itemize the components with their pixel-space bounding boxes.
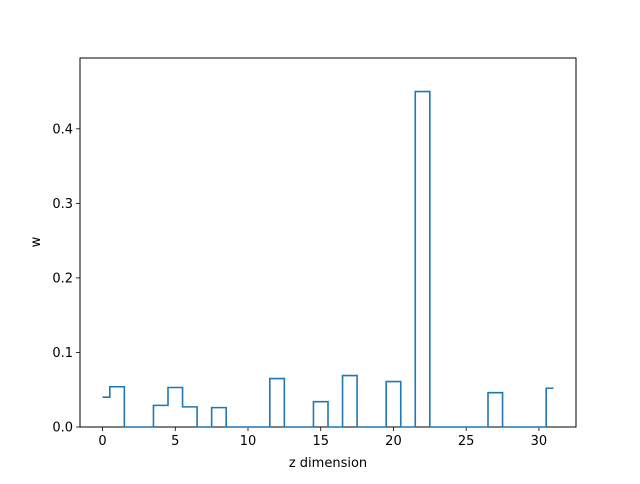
x-tick-label: 5 — [171, 434, 179, 449]
x-tick-label: 25 — [458, 434, 475, 449]
x-tick-label: 30 — [531, 434, 548, 449]
y-tick-label: 0.2 — [52, 271, 73, 286]
x-tick-label: 15 — [312, 434, 329, 449]
axes: 0 5 10 15 20 25 30 0.0 0.1 0.2 0.3 0.4 — [52, 58, 576, 449]
y-tick-label: 0.0 — [52, 421, 73, 436]
x-tick-label: 20 — [385, 434, 402, 449]
x-tick-label: 0 — [98, 434, 106, 449]
plot-frame — [80, 58, 576, 427]
y-tick-label: 0.4 — [52, 122, 73, 137]
x-axis-label: z dimension — [289, 456, 367, 471]
series-group — [103, 92, 554, 427]
series-line — [103, 92, 554, 427]
y-tick-label: 0.1 — [52, 346, 73, 361]
y-axis-label: w — [29, 236, 44, 247]
x-tick-label: 10 — [240, 434, 257, 449]
y-tick-label: 0.3 — [52, 197, 73, 212]
